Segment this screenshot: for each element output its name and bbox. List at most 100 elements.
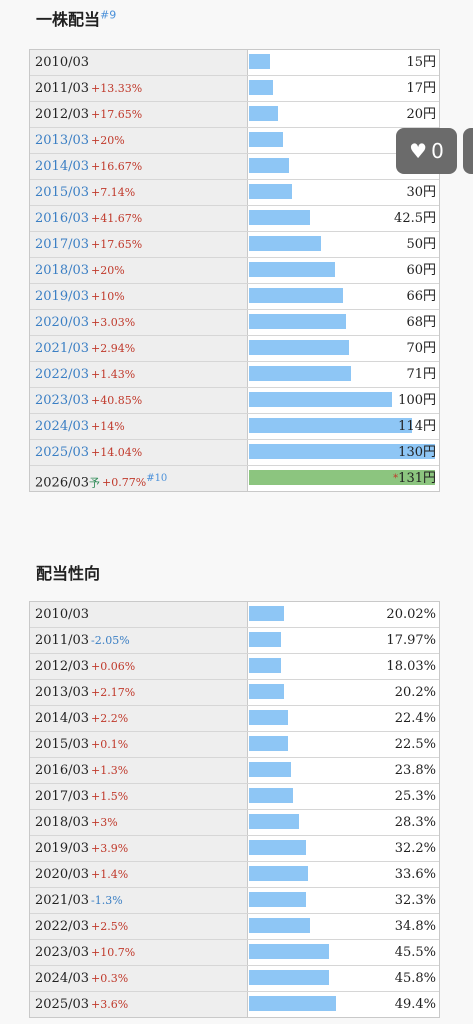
like-count: 0 [431, 139, 444, 163]
value-label: 32.3% [394, 893, 436, 908]
table-row: 2021/03 +2.94% 70円 [30, 336, 439, 362]
change-label: +3.6% [91, 998, 129, 1011]
dividend-note-link[interactable]: #9 [100, 8, 117, 22]
value-label: 34.8% [394, 919, 436, 934]
year-label: 2024/03 [35, 971, 90, 986]
value-bar [249, 658, 281, 673]
year-cell: 2026/03予 +0.77%#10 [30, 466, 248, 491]
value-bar [249, 80, 273, 95]
value-cell: 60円 [248, 258, 439, 283]
year-label[interactable]: 2017/03 [35, 237, 90, 252]
value-cell: 66円 [248, 284, 439, 309]
value-label: 17円 [406, 81, 436, 96]
value-cell: 71円 [248, 362, 439, 387]
value-bar [249, 892, 306, 907]
table-row: 2011/03 +13.33% 17円 [30, 76, 439, 102]
table-row: 2010/03 20.02% [30, 602, 439, 628]
year-label[interactable]: 2022/03 [35, 367, 90, 382]
year-label: 2018/03 [35, 815, 90, 830]
table-row: 2017/03 +17.65% 50円 [30, 232, 439, 258]
year-cell: 2010/03 [30, 602, 248, 627]
change-label: +0.77% [102, 476, 147, 490]
value-bar [249, 840, 306, 855]
value-label: 68円 [406, 315, 436, 330]
table-row: 2011/03 -2.05% 17.97% [30, 628, 439, 654]
year-label: 2019/03 [35, 841, 90, 856]
table-row: 2016/03 +41.67% 42.5円 [30, 206, 439, 232]
table-row: 2023/03 +40.85% 100円 [30, 388, 439, 414]
forecast-note-link[interactable]: #10 [146, 473, 168, 484]
year-label: 2014/03 [35, 711, 90, 726]
year-cell: 2021/03 -1.3% [30, 888, 248, 913]
value-label: 25.3% [394, 789, 436, 804]
year-label[interactable]: 2019/03 [35, 289, 90, 304]
change-label: +0.3% [91, 972, 129, 985]
year-label[interactable]: 2016/03 [35, 211, 90, 226]
table-row: 2019/03 +10% 66円 [30, 284, 439, 310]
value-cell: 22.4% [248, 706, 439, 731]
change-label: +1.43% [91, 368, 136, 381]
value-label: 32.2% [394, 841, 436, 856]
year-label: 2022/03 [35, 919, 90, 934]
table-row: 2021/03 -1.3% 32.3% [30, 888, 439, 914]
table-row: 2025/03 +14.04% 130円 [30, 440, 439, 466]
value-cell: 30円 [248, 180, 439, 205]
year-cell: 2011/03 -2.05% [30, 628, 248, 653]
value-bar [249, 184, 292, 199]
year-label[interactable]: 2023/03 [35, 393, 90, 408]
year-label: 2011/03 [35, 81, 90, 96]
value-bar [249, 366, 351, 381]
value-label: 42.5円 [394, 211, 436, 226]
value-label: 20円 [406, 107, 436, 122]
year-cell: 2013/03 +2.17% [30, 680, 248, 705]
year-cell: 2025/03 +3.6% [30, 992, 248, 1017]
change-label: +20% [91, 264, 125, 277]
year-label[interactable]: 2025/03 [35, 445, 90, 460]
year-label: 2010/03 [35, 607, 90, 622]
value-label: 17.97% [386, 633, 436, 648]
value-cell: 20.02% [248, 602, 439, 627]
table-row: 2015/03 +0.1% 22.5% [30, 732, 439, 758]
value-cell: *131円 [248, 466, 439, 491]
table-row: 2012/03 +17.65% 20円 [30, 102, 439, 128]
change-label: +17.65% [91, 238, 143, 251]
value-cell: 50円 [248, 232, 439, 257]
year-label[interactable]: 2013/03 [35, 133, 90, 148]
year-cell: 2017/03 +1.5% [30, 784, 248, 809]
change-label: +20% [91, 134, 125, 147]
year-label[interactable]: 2014/03 [35, 159, 90, 174]
value-label: 15円 [406, 55, 436, 70]
value-label: 130円 [398, 445, 436, 460]
value-cell: 22.5% [248, 732, 439, 757]
change-label: +14.04% [91, 446, 143, 459]
year-label[interactable]: 2018/03 [35, 263, 90, 278]
table-row: 2019/03 +3.9% 32.2% [30, 836, 439, 862]
value-label: 23.8% [394, 763, 436, 778]
year-label[interactable]: 2024/03 [35, 419, 90, 434]
value-bar [249, 444, 435, 459]
year-label: 2021/03 [35, 893, 90, 908]
share-button[interactable] [463, 128, 473, 174]
year-cell: 2022/03 +2.5% [30, 914, 248, 939]
year-cell: 2016/03 +1.3% [30, 758, 248, 783]
forecast-star: * [393, 473, 399, 484]
year-label[interactable]: 2015/03 [35, 185, 90, 200]
change-label: +1.4% [91, 868, 129, 881]
year-label[interactable]: 2020/03 [35, 315, 90, 330]
year-cell: 2010/03 [30, 50, 248, 75]
year-label: 2017/03 [35, 789, 90, 804]
like-button[interactable]: ♥ 0 [396, 128, 457, 174]
change-label: +2.2% [91, 712, 129, 725]
value-cell: 100円 [248, 388, 439, 413]
dividend-title-text: 一株配当 [36, 10, 101, 29]
table-row: 2017/03 +1.5% 25.3% [30, 784, 439, 810]
change-label: +14% [91, 420, 125, 433]
value-cell: 42.5円 [248, 206, 439, 231]
table-row: 2022/03 +1.43% 71円 [30, 362, 439, 388]
table-row: 2010/03 15円 [30, 50, 439, 76]
table-row: 2013/03 +2.17% 20.2% [30, 680, 439, 706]
value-bar [249, 418, 412, 433]
value-label: 66円 [406, 289, 436, 304]
year-label[interactable]: 2021/03 [35, 341, 90, 356]
year-cell: 2021/03 +2.94% [30, 336, 248, 361]
